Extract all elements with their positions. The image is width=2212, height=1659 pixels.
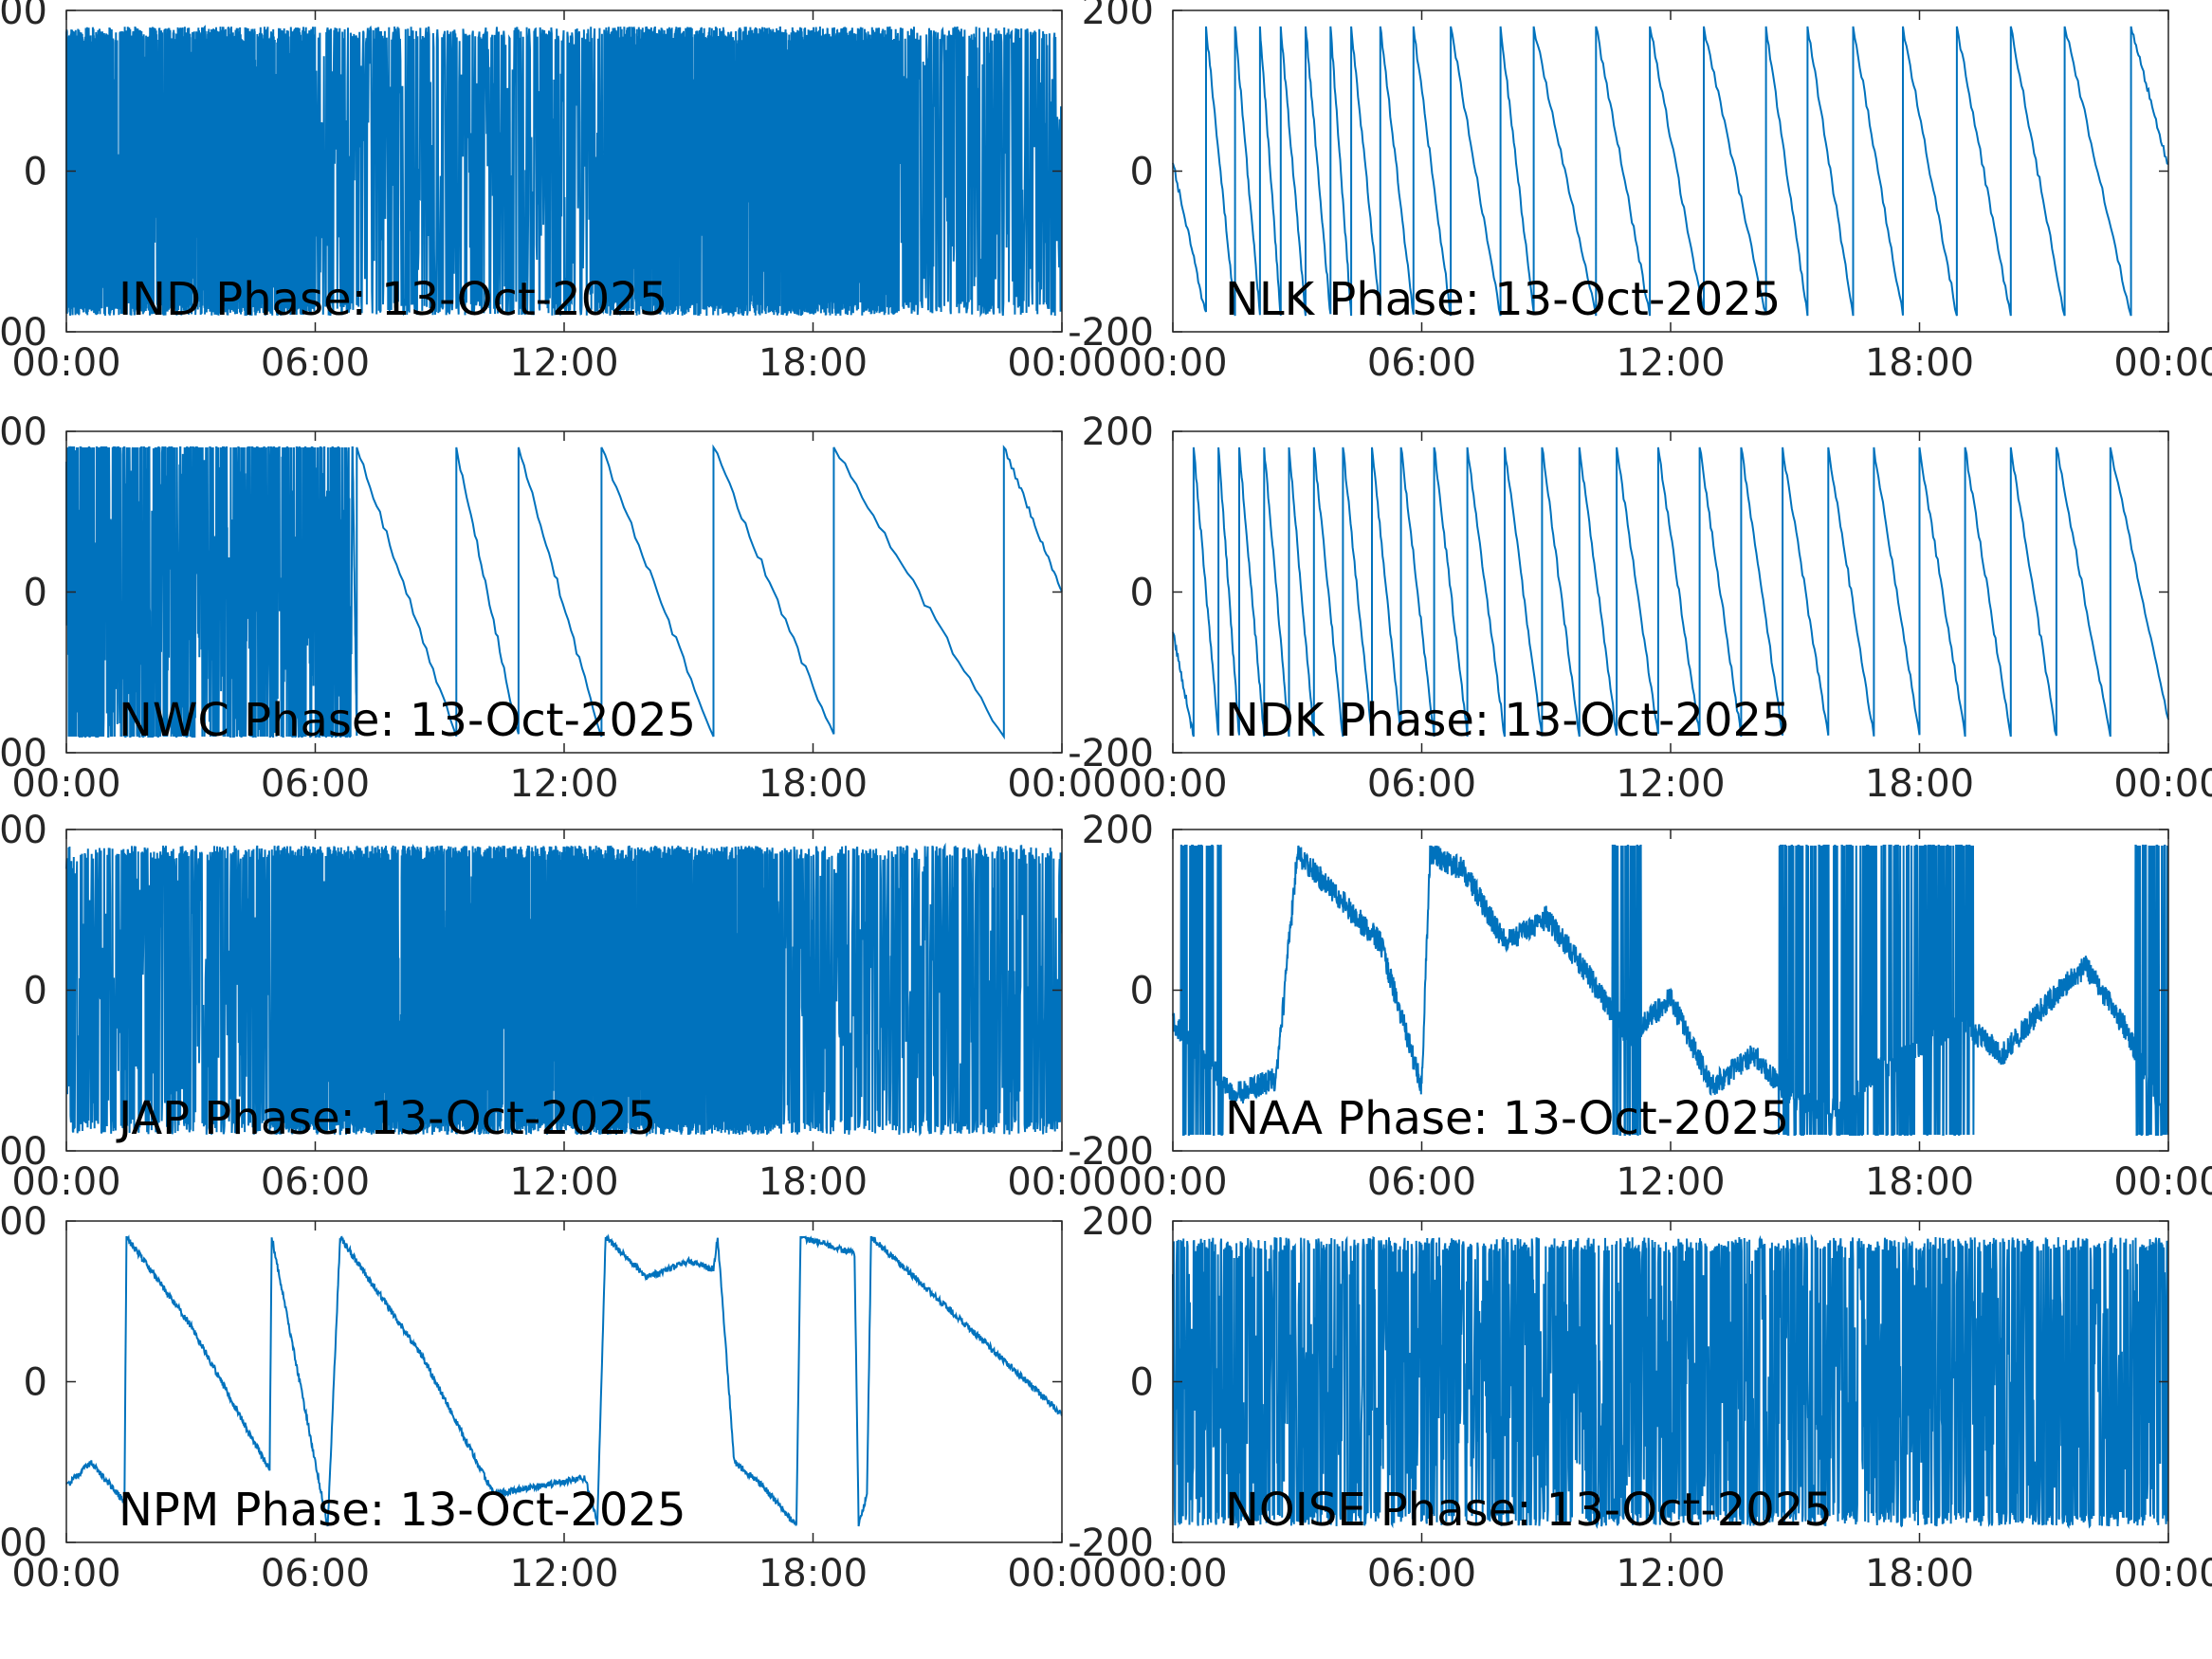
subplot-title: JAP Phase: 13-Oct-2025 xyxy=(116,1092,656,1145)
x-tick-label: 18:00 xyxy=(759,341,868,385)
subplot-title: IND Phase: 13-Oct-2025 xyxy=(119,273,667,326)
x-tick-label: 06:00 xyxy=(1367,1160,1476,1204)
x-tick-label: 18:00 xyxy=(1865,762,1974,806)
y-tick-label: 200 xyxy=(0,0,47,33)
x-tick-label: 12:00 xyxy=(509,1552,618,1595)
x-tick-label: 00:00 xyxy=(1007,1552,1116,1595)
y-tick-label: 0 xyxy=(24,151,47,194)
subplot-title: NOISE Phase: 13-Oct-2025 xyxy=(1225,1484,1833,1537)
x-tick-label: 00:00 xyxy=(11,762,120,806)
x-tick-label: 18:00 xyxy=(1865,341,1974,385)
x-tick-label: 00:00 xyxy=(1118,1160,1227,1204)
x-tick-label: 18:00 xyxy=(759,762,868,806)
y-tick-label: -200 xyxy=(1068,1130,1154,1174)
x-tick-label: 00:00 xyxy=(1007,341,1116,385)
y-tick-label: -200 xyxy=(1068,311,1154,355)
y-tick-label: 0 xyxy=(1130,572,1154,615)
x-tick-label: 18:00 xyxy=(759,1160,868,1204)
y-tick-label: -200 xyxy=(0,1522,47,1565)
series-line-1 xyxy=(1172,26,2169,317)
x-tick-label: 00:00 xyxy=(1118,341,1227,385)
series-line-5 xyxy=(1172,845,2169,1136)
x-tick-label: 06:00 xyxy=(261,1160,370,1204)
subplot-title: NAA Phase: 13-Oct-2025 xyxy=(1225,1092,1789,1145)
series-line-0 xyxy=(65,25,1063,318)
subplot-title: NLK Phase: 13-Oct-2025 xyxy=(1225,273,1781,326)
y-tick-label: -200 xyxy=(1068,1522,1154,1565)
series-line-6 xyxy=(65,1233,1063,1527)
x-tick-label: 00:00 xyxy=(2113,341,2212,385)
y-tick-label: 200 xyxy=(1082,410,1154,454)
y-tick-label: 0 xyxy=(24,1361,47,1405)
x-tick-label: 00:00 xyxy=(11,1160,120,1204)
x-tick-label: 06:00 xyxy=(261,1552,370,1595)
y-tick-label: 0 xyxy=(24,572,47,615)
y-tick-label: 0 xyxy=(1130,1361,1154,1405)
x-tick-label: 12:00 xyxy=(1616,1160,1725,1204)
x-tick-label: 06:00 xyxy=(1367,1552,1476,1595)
series-line-2 xyxy=(65,444,1063,740)
x-tick-label: 12:00 xyxy=(509,1160,618,1204)
x-tick-label: 06:00 xyxy=(261,762,370,806)
y-tick-label: 200 xyxy=(1082,0,1154,33)
x-tick-label: 12:00 xyxy=(1616,1552,1725,1595)
y-tick-label: 200 xyxy=(0,1200,47,1244)
x-tick-label: 18:00 xyxy=(759,1552,868,1595)
y-tick-label: 200 xyxy=(1082,809,1154,852)
x-tick-label: 18:00 xyxy=(1865,1552,1974,1595)
x-tick-label: 00:00 xyxy=(1118,1552,1227,1595)
x-tick-label: 12:00 xyxy=(509,341,618,385)
y-tick-label: 0 xyxy=(24,970,47,1013)
subplot-title: NPM Phase: 13-Oct-2025 xyxy=(119,1484,686,1537)
x-tick-label: 00:00 xyxy=(2113,1160,2212,1204)
x-tick-label: 00:00 xyxy=(11,1552,120,1595)
x-tick-label: 12:00 xyxy=(1616,341,1725,385)
series-line-7 xyxy=(1172,1233,2169,1529)
x-tick-label: 06:00 xyxy=(261,341,370,385)
y-tick-label: -200 xyxy=(0,311,47,355)
subplot-title: NDK Phase: 13-Oct-2025 xyxy=(1225,694,1791,747)
series-line-4 xyxy=(65,842,1063,1138)
x-tick-label: 00:00 xyxy=(2113,1552,2212,1595)
x-tick-label: 00:00 xyxy=(1007,762,1116,806)
series-line-3 xyxy=(1172,447,2169,738)
x-tick-label: 00:00 xyxy=(1118,762,1227,806)
x-tick-label: 12:00 xyxy=(509,762,618,806)
x-tick-label: 06:00 xyxy=(1367,762,1476,806)
subplot-title: NWC Phase: 13-Oct-2025 xyxy=(119,694,696,747)
y-tick-label: -200 xyxy=(1068,732,1154,775)
y-tick-label: -200 xyxy=(0,1130,47,1174)
y-tick-label: -200 xyxy=(0,732,47,775)
y-tick-label: 200 xyxy=(1082,1200,1154,1244)
y-tick-label: 200 xyxy=(0,809,47,852)
x-tick-label: 00:00 xyxy=(11,341,120,385)
x-tick-label: 00:00 xyxy=(2113,762,2212,806)
y-tick-label: 0 xyxy=(1130,970,1154,1013)
y-tick-label: 0 xyxy=(1130,151,1154,194)
x-tick-label: 12:00 xyxy=(1616,762,1725,806)
x-tick-label: 18:00 xyxy=(1865,1160,1974,1204)
x-tick-label: 00:00 xyxy=(1007,1160,1116,1204)
y-tick-label: 200 xyxy=(0,410,47,454)
x-tick-label: 06:00 xyxy=(1367,341,1476,385)
